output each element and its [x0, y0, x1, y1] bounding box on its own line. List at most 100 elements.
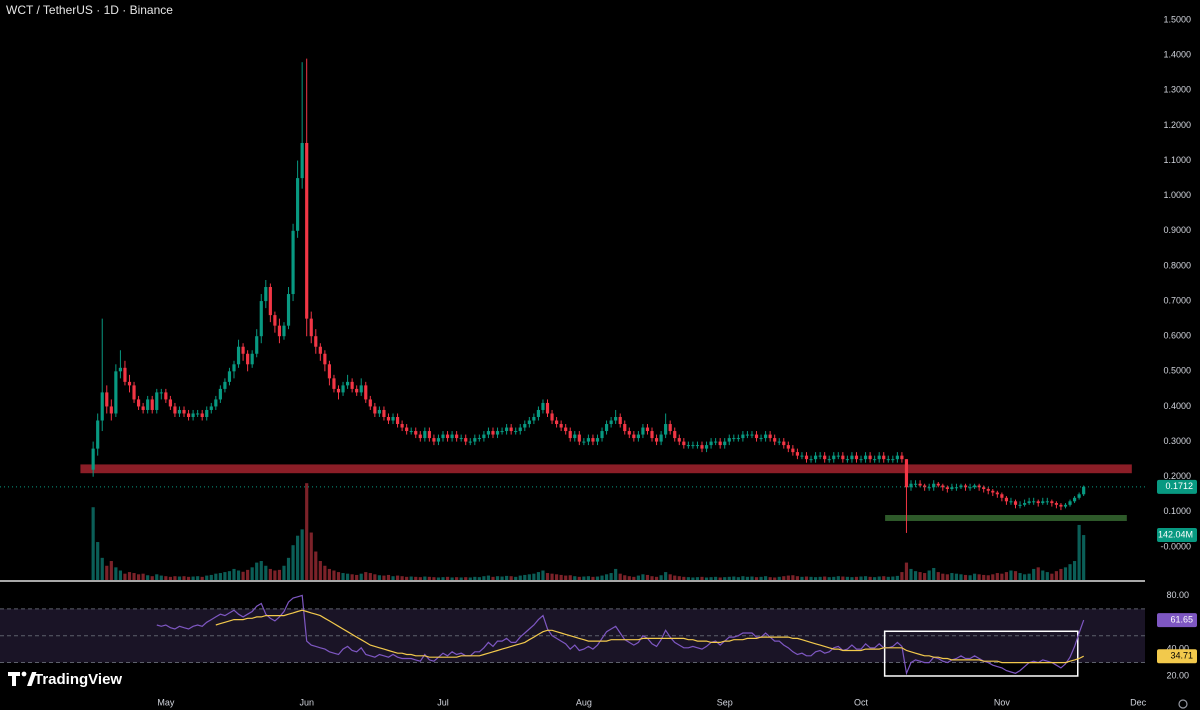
- volume-bar: [895, 575, 899, 580]
- volume-bar: [277, 569, 282, 580]
- volume-bar: [505, 575, 509, 580]
- volume-bar: [455, 577, 459, 580]
- volume-bar: [777, 576, 781, 580]
- volume-bar: [695, 577, 700, 580]
- candle-body: [900, 455, 904, 460]
- volume-bar: [409, 576, 413, 580]
- volume-bar: [604, 574, 609, 580]
- candle-body: [1032, 501, 1036, 503]
- volume-bar: [150, 576, 154, 580]
- candle-body: [155, 392, 159, 410]
- volume-bar: [886, 576, 890, 580]
- candle-body: [918, 483, 922, 486]
- volume-bar: [536, 572, 541, 580]
- candle-body: [636, 434, 640, 439]
- candle-body: [673, 431, 677, 439]
- volume-bar: [318, 561, 322, 580]
- candle-body: [723, 441, 727, 446]
- volume-bar: [945, 574, 949, 580]
- volume-bar: [691, 577, 695, 580]
- volume-bar: [645, 574, 650, 580]
- candle-body: [1077, 494, 1081, 498]
- volume-bar: [214, 573, 218, 580]
- volume-bar: [827, 577, 831, 580]
- volume-bar: [414, 576, 418, 580]
- volume-bar: [986, 575, 990, 580]
- volume-bar: [882, 576, 886, 580]
- volume-bar: [714, 576, 718, 580]
- volume-bar: [859, 576, 863, 580]
- volume-bar: [359, 573, 363, 580]
- candle-body: [541, 402, 545, 410]
- candle-body: [114, 371, 118, 414]
- candle-body: [809, 459, 813, 461]
- volume-bar: [355, 574, 359, 580]
- candle-body: [827, 459, 831, 461]
- volume-bar: [1023, 574, 1027, 580]
- rsi-line: [156, 594, 1085, 676]
- volume-bar: [723, 577, 727, 580]
- volume-bar: [768, 577, 772, 580]
- x-tick-label: Oct: [854, 697, 869, 707]
- candle-body: [191, 413, 195, 417]
- candle-body: [486, 431, 491, 435]
- volume-bar: [518, 575, 522, 580]
- candle-body: [332, 378, 336, 389]
- volume-bar: [232, 568, 236, 580]
- volume-bar: [468, 577, 472, 580]
- volume-bar: [582, 576, 586, 580]
- candle-body: [345, 381, 350, 386]
- volume-bar: [368, 573, 372, 580]
- candle-body: [882, 455, 886, 460]
- candle-body: [764, 434, 768, 439]
- volume-bar: [391, 576, 395, 580]
- candle-body: [341, 385, 345, 393]
- y-tick-label: -0.0000: [1160, 541, 1191, 551]
- volume-bar: [464, 577, 468, 580]
- volume-bar: [296, 535, 300, 580]
- volume-bar: [1063, 567, 1068, 580]
- candle-body: [96, 420, 100, 449]
- candle-body: [623, 424, 627, 432]
- candle-body: [1054, 503, 1058, 505]
- settings-icon[interactable]: [1178, 699, 1188, 709]
- volume-bar: [1036, 567, 1040, 580]
- brand-name: TradingView: [34, 671, 122, 688]
- volume-bar: [259, 561, 263, 580]
- y-tick-label: 0.3000: [1163, 436, 1191, 446]
- candle-body: [786, 445, 790, 449]
- candle-body: [536, 409, 541, 417]
- volume-bar: [405, 576, 409, 580]
- rsi-tag: 34.71: [1170, 651, 1193, 661]
- volume-bar: [377, 575, 381, 580]
- volume-bar: [386, 574, 391, 580]
- volume-bar: [963, 574, 968, 580]
- volume-bar: [800, 576, 804, 580]
- candle-body: [200, 413, 204, 417]
- candle-body: [214, 399, 218, 407]
- candle-body: [545, 402, 550, 414]
- candle-body: [1004, 497, 1009, 502]
- volume-bar: [309, 532, 313, 580]
- volume-bar: [627, 576, 631, 580]
- volume-bar: [745, 576, 750, 580]
- volume-bar: [1018, 573, 1022, 580]
- candle-body: [1009, 501, 1013, 503]
- candle-body: [427, 431, 431, 439]
- volume-bar: [873, 577, 877, 580]
- candle-body: [664, 424, 668, 435]
- candle-body: [1027, 501, 1031, 504]
- candle-body: [718, 441, 722, 446]
- candle-body: [1068, 501, 1072, 505]
- volume-bar: [982, 574, 986, 580]
- volume-bar: [241, 571, 245, 580]
- volume-bar: [395, 575, 400, 580]
- candle-body: [505, 427, 509, 432]
- volume-bar: [832, 576, 836, 580]
- candle-body: [100, 392, 104, 421]
- volume-bar: [545, 573, 550, 580]
- candle-body: [1036, 501, 1040, 504]
- volume-bar: [305, 483, 309, 580]
- volume-bar: [782, 576, 786, 580]
- candle-body: [146, 399, 150, 410]
